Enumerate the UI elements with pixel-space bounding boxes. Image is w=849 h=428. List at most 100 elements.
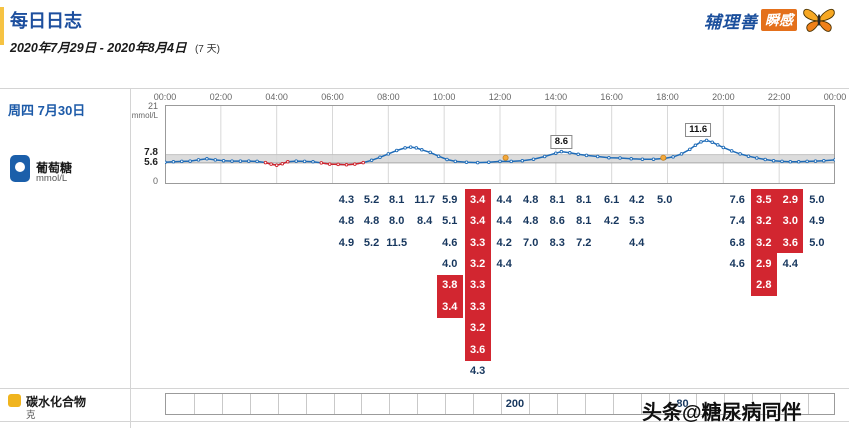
date-range-row: 2020年7月29日 - 2020年8月4日 (7 天)	[10, 37, 220, 57]
glucose-reading-value: 5.9	[442, 193, 458, 206]
glucose-readings-column: 6.1 4.2	[599, 189, 625, 232]
trace-marker	[196, 158, 201, 162]
plot-border	[165, 105, 835, 184]
glucose-reading-value: 5.3	[629, 215, 645, 228]
carb-cell-divider	[612, 394, 614, 414]
glucose-reading-value: 4.2	[496, 236, 512, 249]
glucose-reading-value: 4.3	[338, 193, 355, 206]
time-axis-label: 06:00	[321, 92, 344, 102]
glucose-reading-value: 11.5	[386, 236, 408, 249]
trace-marker	[710, 140, 714, 144]
time-axis-label: 14:00	[544, 92, 568, 102]
glucose-reading-value: 7.4	[729, 215, 745, 228]
glucose-annotation: 8.6	[550, 134, 573, 149]
glucose-reading-value: 4.9	[809, 215, 825, 228]
glucose-reading-value: 7.2	[576, 236, 592, 249]
carb-cell-divider	[333, 394, 335, 414]
page-title: 每日日志	[10, 11, 82, 31]
trace-marker	[822, 158, 826, 163]
trace-marker	[386, 152, 391, 156]
trace-marker	[629, 157, 633, 161]
time-axis-label: 08:00	[377, 92, 400, 102]
glucose-readings-column: 11.7 8.4	[412, 189, 438, 232]
glucose-reading-value: 3.3	[464, 296, 491, 318]
trace-marker	[738, 152, 742, 156]
trace-marker	[568, 151, 572, 155]
carb-cell-divider	[193, 394, 195, 414]
glucose-readings-column: 3.5 3.2 3.2 2.9 2.8	[750, 189, 777, 297]
glucose-reading-value: 4.4	[496, 215, 512, 228]
trace-marker	[746, 154, 751, 158]
glucose-reading-value: 3.2	[750, 210, 777, 232]
trace-marker	[445, 157, 449, 162]
trace-marker	[498, 159, 502, 164]
time-axis-label: 02:00	[209, 92, 233, 102]
trace-marker	[595, 154, 600, 159]
trace-marker	[180, 159, 184, 164]
glucose-reading-value: 4.2	[629, 193, 645, 206]
glucose-reading-value: 5.0	[657, 193, 673, 206]
bottom-divider	[0, 421, 849, 422]
glucose-reading-value: 4.6	[729, 258, 745, 271]
y-axis-unit-label: mmol/L	[131, 111, 158, 120]
trace-marker	[763, 157, 767, 162]
glucose-readings-column: 4.3 4.8 4.9	[333, 189, 359, 253]
trace-marker	[361, 160, 365, 165]
time-axis-label: 22:00	[767, 92, 791, 102]
carb-cell-divider	[724, 394, 726, 414]
glucose-section-label: 葡萄糖	[36, 161, 73, 175]
trace-marker	[679, 152, 684, 156]
trace-marker	[344, 163, 349, 167]
carb-cell-divider	[501, 394, 502, 414]
trace-marker	[420, 148, 424, 152]
glucose-reading-value: 3.3	[464, 274, 491, 297]
glucose-reading-value: 3.8	[436, 274, 463, 297]
glucose-sensor-icon	[10, 155, 30, 182]
trace-marker	[542, 154, 547, 159]
carb-cell-divider	[752, 394, 754, 414]
trace-marker	[520, 158, 525, 163]
glucose-readings-table: 4.3 4.8 4.9 5.2 4.8 5.2 8.1 8.0 11.5 11.7 8.4 5.9 5.…	[0, 189, 849, 383]
trace-marker	[771, 158, 776, 163]
trace-marker	[230, 159, 234, 163]
trace-marker	[453, 159, 458, 164]
carb-section-divider	[0, 388, 849, 389]
trace-marker	[487, 160, 491, 164]
trace-marker	[780, 159, 784, 164]
carb-cell-divider	[584, 394, 586, 414]
glucose-reading-value: 3.2	[750, 231, 777, 254]
glucose-readings-column: 3.4 3.4 3.3 3.2 3.3 3.3 3.2 3.6 4.3	[464, 189, 491, 382]
days-count: (7 天)	[194, 44, 220, 55]
glucose-readings-column: 5.2 4.8 5.2	[359, 189, 385, 253]
glucose-readings-column: 8.1 8.1 7.2	[571, 189, 597, 253]
glucose-readings-column: 4.4 4.4 4.2 4.4	[491, 189, 517, 275]
time-axis-label: 20:00	[712, 92, 735, 102]
carb-cell-divider	[556, 394, 558, 414]
header-accent-bar	[0, 7, 4, 45]
glucose-reading-value: 11.7	[414, 193, 436, 206]
glucose-readings-column: 5.0	[652, 189, 678, 210]
trace-marker	[428, 150, 432, 155]
glucose-reading-value: 8.1	[576, 193, 592, 206]
trace-marker	[269, 162, 273, 166]
trace-marker	[805, 159, 809, 164]
trace-marker	[584, 153, 589, 158]
date-range: 2020年7月29日 - 2020年8月4日	[10, 41, 187, 55]
glucose-trace-plot	[165, 105, 835, 184]
trace-marker	[255, 159, 259, 164]
trace-marker	[607, 155, 611, 160]
glucose-reading-value: 4.6	[442, 236, 458, 249]
trace-marker	[213, 158, 218, 162]
trace-marker	[475, 160, 480, 165]
trace-marker	[671, 155, 675, 159]
trace-marker	[221, 158, 226, 163]
glucose-reading-value: 7.0	[523, 236, 539, 249]
carb-cell-divider	[640, 394, 642, 414]
glucose-reading-value: 3.6	[464, 339, 491, 361]
carb-amount: 80	[676, 398, 689, 410]
glucose-reading-value: 5.2	[363, 193, 380, 206]
sensor-dot	[15, 162, 25, 172]
trace-marker	[302, 159, 307, 164]
glucose-readings-column: 8.1 8.6 8.3	[544, 189, 570, 253]
glucose-reading-value: 4.3	[470, 365, 486, 378]
